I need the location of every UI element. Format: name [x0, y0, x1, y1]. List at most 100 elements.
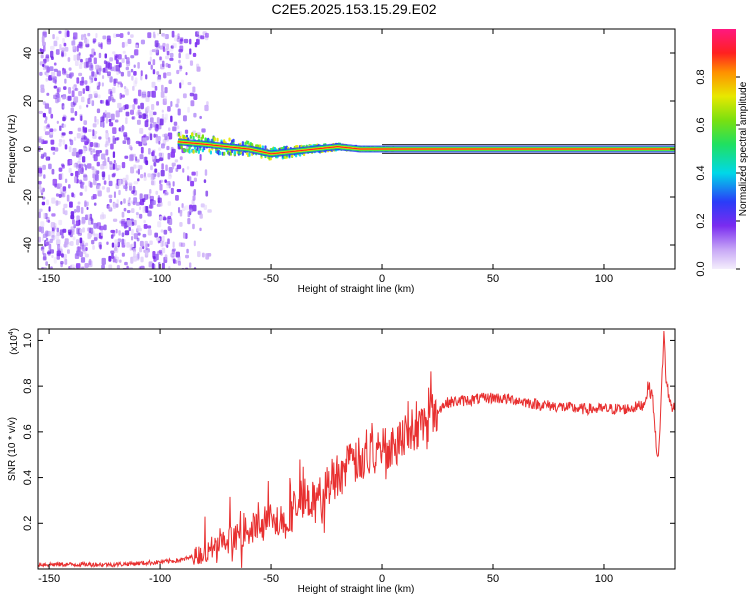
snr-y-ticks: 0.2 0.4 0.6 0.8 1.0 [22, 333, 675, 531]
signal-spread-mark [209, 150, 212, 155]
noise-mark [38, 236, 41, 243]
noise-mark [206, 101, 209, 106]
noise-mark [90, 62, 93, 69]
noise-mark [47, 219, 51, 223]
noise-mark [86, 214, 91, 220]
noise-mark [105, 116, 108, 124]
noise-mark [109, 122, 114, 127]
noise-mark [41, 36, 45, 43]
noise-mark [112, 163, 116, 170]
noise-mark [109, 163, 114, 171]
noise-mark [96, 161, 100, 167]
noise-mark [109, 91, 113, 97]
noise-mark [145, 160, 149, 166]
noise-mark [73, 193, 76, 198]
noise-mark [40, 226, 44, 234]
noise-mark [110, 143, 114, 150]
noise-mark [193, 93, 198, 100]
noise-mark [137, 109, 141, 116]
noise-mark [84, 201, 87, 207]
noise-mark [75, 163, 79, 169]
noise-mark [160, 240, 164, 248]
noise-mark [140, 146, 144, 154]
noise-mark [179, 221, 183, 227]
signal-spread-mark [264, 145, 267, 150]
noise-mark [84, 263, 89, 268]
noise-mark [108, 180, 113, 187]
noise-mark [134, 77, 138, 85]
noise-mark [80, 206, 84, 214]
noise-mark [169, 48, 174, 52]
noise-mark [192, 223, 195, 230]
snr-y-tick-label: 0.4 [22, 470, 34, 485]
noise-mark [83, 174, 88, 181]
noise-mark [89, 99, 93, 104]
noise-mark [121, 94, 125, 98]
noise-mark [187, 106, 190, 113]
noise-mark [118, 230, 121, 236]
noise-mark [162, 133, 166, 138]
noise-mark [133, 181, 139, 185]
noise-mark [89, 181, 93, 188]
noise-mark [184, 129, 189, 134]
noise-mark [57, 88, 60, 95]
noise-mark [199, 227, 202, 232]
noise-mark [185, 72, 188, 76]
noise-mark [155, 190, 159, 195]
noise-mark [128, 197, 131, 201]
noise-mark [43, 212, 46, 219]
noise-mark [180, 242, 186, 247]
noise-mark [187, 211, 191, 218]
noise-mark [42, 266, 47, 269]
noise-mark [160, 229, 164, 233]
noise-mark [78, 105, 82, 110]
noise-mark [94, 116, 97, 123]
noise-mark [78, 63, 83, 70]
noise-mark [149, 117, 154, 123]
noise-mark [70, 214, 75, 220]
noise-mark [121, 162, 126, 169]
noise-mark [156, 32, 160, 36]
noise-mark [48, 206, 51, 212]
noise-mark [137, 105, 141, 110]
noise-mark [66, 30, 70, 38]
noise-mark [78, 72, 83, 77]
noise-mark [115, 228, 118, 234]
noise-mark [167, 63, 171, 69]
noise-mark [189, 208, 194, 213]
noise-mark [81, 220, 86, 225]
noise-mark [112, 135, 115, 143]
noise-mark [164, 48, 168, 52]
noise-mark [83, 163, 86, 167]
noise-mark [104, 53, 108, 59]
noise-mark [105, 138, 109, 146]
noise-mark [151, 200, 156, 206]
noise-mark [106, 112, 111, 119]
noise-mark [176, 37, 181, 42]
noise-mark [114, 239, 119, 247]
noise-mark [110, 113, 115, 121]
noise-mark [79, 80, 84, 86]
noise-mark [187, 217, 191, 225]
noise-mark [201, 252, 205, 258]
noise-mark [68, 146, 72, 153]
noise-mark [127, 70, 131, 77]
noise-mark [182, 93, 187, 99]
noise-mark [83, 147, 86, 154]
noise-mark [115, 110, 120, 118]
noise-mark [150, 174, 154, 181]
noise-mark [150, 165, 153, 171]
noise-mark [154, 232, 159, 238]
noise-mark [40, 153, 44, 159]
heatmap-x-tick-label: -50 [263, 273, 279, 285]
noise-mark [80, 34, 84, 41]
noise-mark [125, 66, 129, 71]
signal-spread-mark [188, 149, 191, 154]
noise-mark [72, 44, 76, 50]
noise-mark [79, 237, 83, 244]
noise-mark [166, 182, 169, 189]
noise-mark [77, 160, 81, 164]
noise-mark [60, 172, 64, 180]
noise-mark [63, 203, 68, 209]
noise-mark [147, 243, 150, 247]
